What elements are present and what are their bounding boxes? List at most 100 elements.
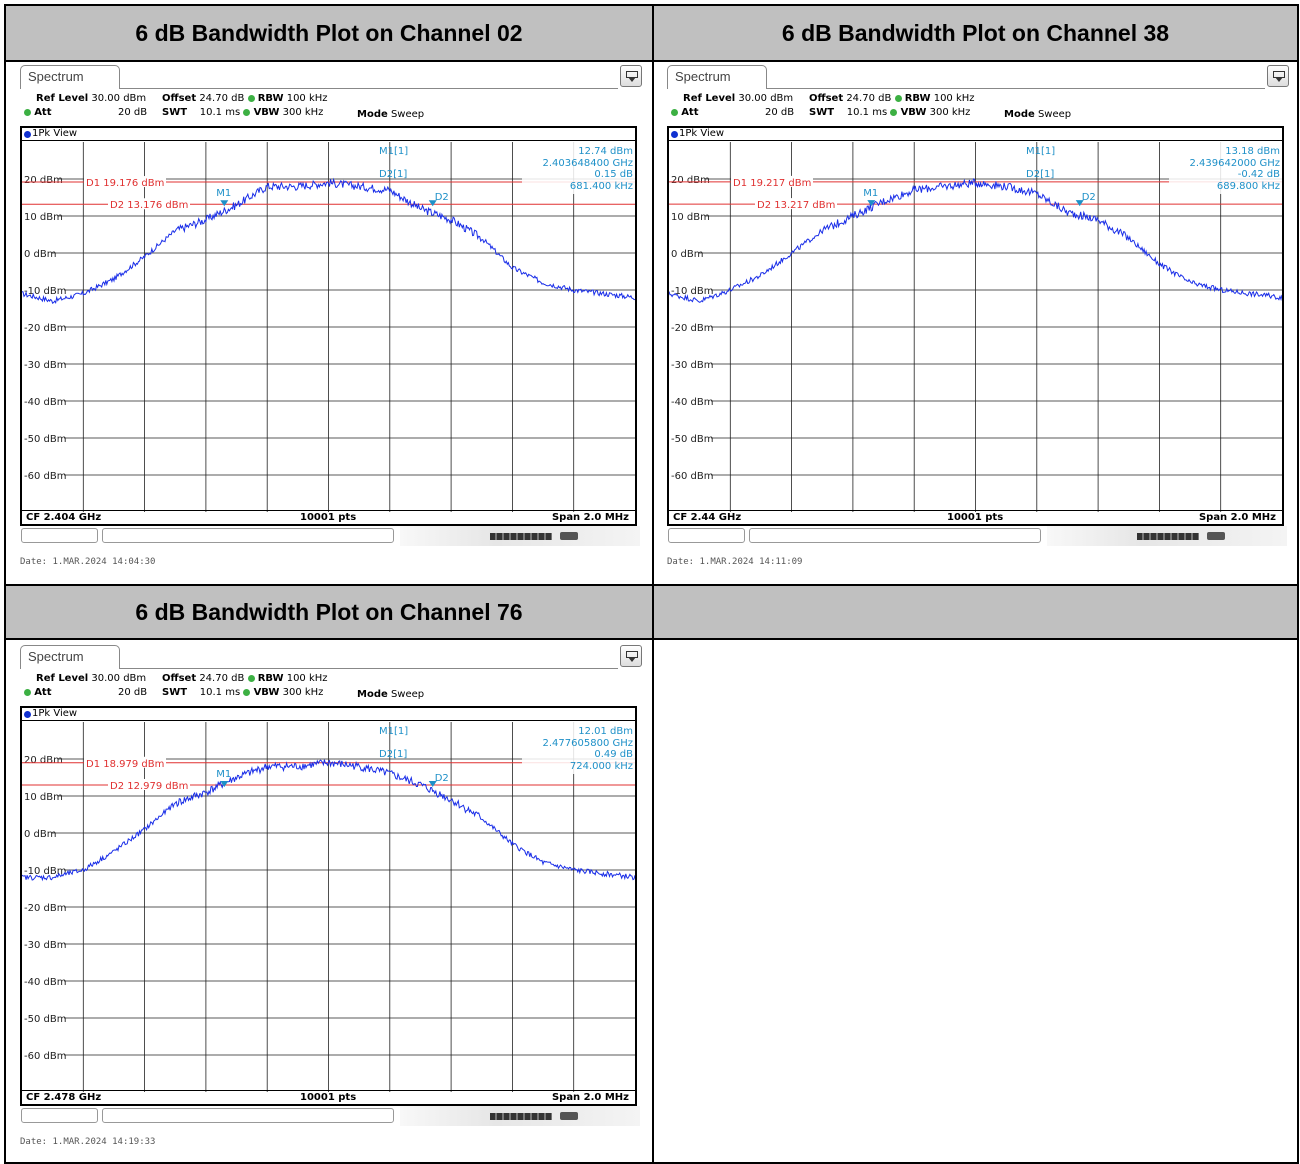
line-label-background	[108, 778, 190, 790]
swt-value: 10.1 ms	[846, 107, 888, 118]
tab-label: Spectrum	[28, 649, 84, 664]
status-field	[21, 528, 98, 543]
rbw-value: 100 kHz	[286, 673, 328, 684]
rbw-label: RBW	[904, 93, 931, 104]
trace-indicator-icon	[671, 131, 678, 138]
y-tick-label: -30 dBm	[24, 940, 66, 951]
spectrum-tab[interactable]: Spectrum	[667, 65, 767, 89]
tick-label-background	[22, 284, 64, 295]
timestamp: Date: 1.MAR.2024 14:04:30	[20, 557, 156, 567]
settings-row-1: Ref Level 30.00 dBm	[36, 673, 146, 684]
offset-value: 24.70 dB	[199, 93, 245, 104]
spectrum-analyzer-screen: Spectrum Ref Level 30.00 dBm Offset 24.7…	[667, 65, 1289, 567]
tab-divider	[766, 88, 1265, 89]
coupling-indicator-icon	[671, 108, 678, 116]
settings-row-2: Att	[24, 687, 52, 698]
marker-d2-delta: 0.15 dB	[594, 169, 633, 180]
status-field	[21, 1108, 98, 1123]
trace-indicator-icon	[24, 131, 31, 138]
marker-readout-background	[522, 722, 635, 774]
rbw-label: RBW	[257, 673, 284, 684]
offset-setting: Offset 24.70 dB RBW 100 kHz	[809, 93, 975, 104]
settings-row-2: Att	[24, 107, 52, 118]
marker-m1-level: 12.74 dBm	[578, 146, 633, 157]
tick-label-background	[22, 975, 64, 986]
tick-label-background	[22, 1012, 64, 1023]
print-icon[interactable]	[620, 65, 642, 87]
tick-label-background	[22, 321, 64, 332]
settings-row-1: Ref Level 30.00 dBm	[36, 93, 146, 104]
progress-icon	[490, 1113, 552, 1120]
mode-value: Sweep	[1037, 109, 1072, 120]
tick-label-background	[669, 358, 711, 369]
mode-label: Mode	[357, 689, 388, 700]
tab-divider	[119, 668, 618, 669]
plot-area: 1Pk View 20 dBm 10 dBm 0 dBm -10 dBm -20 dBm…	[667, 126, 1284, 526]
status-bar	[20, 526, 640, 546]
instrument-icon	[560, 532, 578, 540]
print-icon[interactable]	[620, 645, 642, 667]
tab-label: Spectrum	[28, 69, 84, 84]
marker-d2-label: D2	[435, 192, 449, 203]
tick-label-background	[669, 321, 711, 332]
swt-label: SWT	[809, 107, 835, 118]
offset-setting: Offset 24.70 dB RBW 100 kHz	[162, 673, 328, 684]
vbw-value: 300 kHz	[929, 107, 971, 118]
header-ch38: 6 dB Bandwidth Plot on Channel 38	[654, 6, 1297, 60]
y-tick-label: -60 dBm	[671, 471, 713, 482]
points-label: 10001 pts	[300, 512, 357, 523]
marker-m1-level: 12.01 dBm	[578, 726, 633, 737]
status-field	[668, 528, 745, 543]
marker-m1-frequency: 2.439642000 GHz	[1190, 158, 1281, 169]
status-field	[102, 1108, 394, 1123]
points-label: 10001 pts	[300, 1092, 357, 1103]
y-tick-label: 10 dBm	[24, 792, 63, 803]
y-tick-label: 10 dBm	[24, 212, 63, 223]
row-divider	[6, 60, 1297, 62]
frequency-bar: CF 2.404 GHz 10001 pts Span 2.0 MHz	[22, 510, 635, 524]
marker-d2-delta: -0.42 dB	[1238, 169, 1280, 180]
tick-label-background	[22, 173, 58, 184]
ref-level-label: Ref Level	[36, 673, 89, 684]
swt-setting: SWT 10.1 ms VBW 300 kHz	[162, 107, 323, 118]
header-empty	[654, 586, 1297, 638]
progress-icon	[490, 533, 552, 540]
marker-d2-label: D2	[1082, 192, 1096, 203]
view-bar: 1Pk View	[669, 128, 1282, 141]
tick-label-background	[669, 173, 705, 184]
att-label: Att	[34, 687, 52, 698]
y-tick-label: -50 dBm	[24, 1014, 66, 1025]
spectrum-trace-plot: 20 dBm 10 dBm 0 dBm -10 dBm -20 dBm -30 dBm -4…	[669, 142, 1282, 512]
spectrum-trace	[22, 177, 635, 305]
offset-label: Offset	[162, 673, 197, 684]
ref-level-label: Ref Level	[36, 93, 89, 104]
line-label-background	[108, 198, 190, 210]
offset-value: 24.70 dB	[846, 93, 892, 104]
marker-m1-icon	[220, 780, 229, 787]
coupling-indicator-icon	[894, 94, 902, 102]
swt-value: 10.1 ms	[199, 687, 241, 698]
spectrum-tab[interactable]: Spectrum	[20, 645, 120, 669]
rbw-value: 100 kHz	[933, 93, 975, 104]
mode-label: Mode	[1004, 109, 1035, 120]
marker-d2-heading: D2[1]	[379, 169, 407, 180]
timestamp: Date: 1.MAR.2024 14:19:33	[20, 1137, 156, 1147]
att-value: 20 dB	[118, 687, 148, 698]
y-tick-label: 0 dBm	[24, 249, 57, 260]
marker-m1-frequency: 2.477605800 GHz	[543, 738, 634, 749]
att-value: 20 dB	[118, 107, 148, 118]
y-tick-label: -50 dBm	[671, 434, 713, 445]
spectrum-tab[interactable]: Spectrum	[20, 65, 120, 89]
spectrum-trace	[669, 178, 1282, 303]
marker-d2-label: D2	[435, 773, 449, 784]
coupling-indicator-icon	[243, 688, 251, 696]
print-icon[interactable]	[1267, 65, 1289, 87]
coupling-indicator-icon	[24, 688, 31, 696]
tick-label-background	[22, 901, 64, 912]
coupling-indicator-icon	[247, 94, 255, 102]
swt-setting: SWT 10.1 ms VBW 300 kHz	[162, 687, 323, 698]
mode-value: Sweep	[390, 689, 425, 700]
y-tick-label: 20 dBm	[671, 175, 710, 186]
span-label: Span 2.0 MHz	[551, 512, 629, 523]
mode-setting: Mode Sweep	[357, 689, 424, 700]
